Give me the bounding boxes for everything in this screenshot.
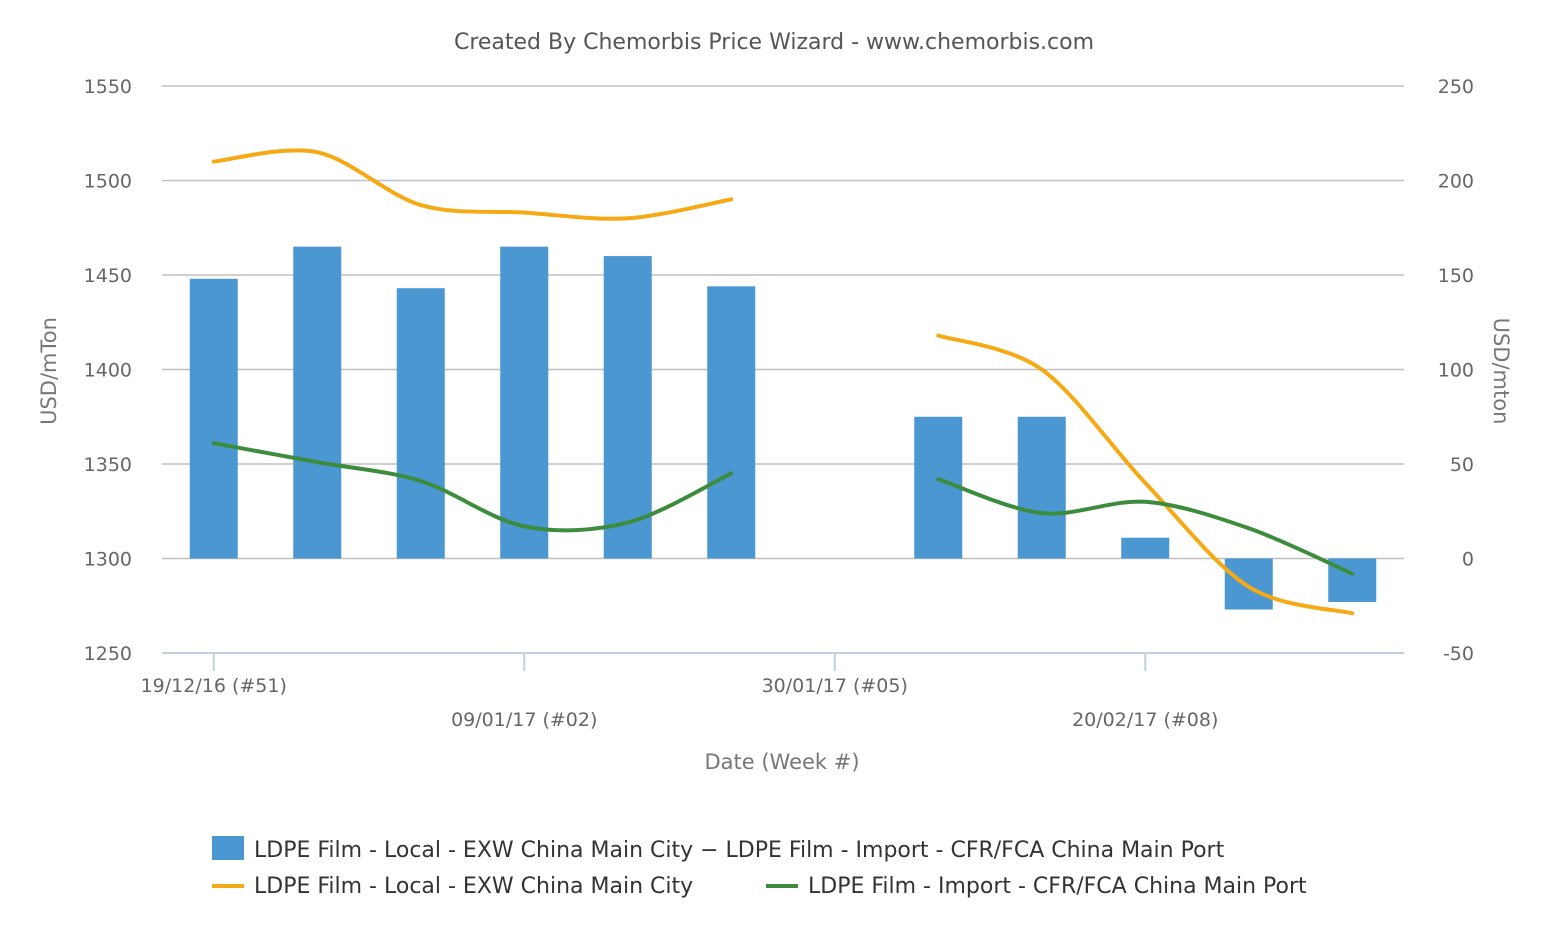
y-tick-right: 250 xyxy=(1438,76,1474,98)
series-line[interactable] xyxy=(211,148,734,221)
y-tick-left: 1500 xyxy=(84,171,132,193)
bar[interactable] xyxy=(396,288,445,559)
legend-label-local: LDPE Film - Local - EXW China Main City xyxy=(254,874,693,899)
legend-item-spread[interactable]: LDPE Film - Local - EXW China Main City … xyxy=(212,836,1225,863)
bar[interactable] xyxy=(189,278,238,559)
y-axis-right: 250 200 150 100 50 0 -50 xyxy=(1438,76,1474,665)
y-axis-right-title: USD/mton xyxy=(1489,318,1513,425)
y-tick-right: -50 xyxy=(1443,643,1474,665)
gridlines xyxy=(162,85,1404,560)
y-tick-right: 100 xyxy=(1438,360,1474,382)
y-tick-left: 1250 xyxy=(84,643,132,665)
legend-item-local[interactable]: LDPE Film - Local - EXW China Main City xyxy=(212,874,693,899)
series-line[interactable] xyxy=(211,441,734,533)
y-axis-left-title: USD/mTon xyxy=(37,317,61,425)
bar[interactable] xyxy=(707,286,756,559)
series-line[interactable] xyxy=(936,333,1355,616)
legend-swatch-bar xyxy=(212,836,244,860)
x-tick-label: 30/01/17 (#05) xyxy=(762,675,908,697)
bar[interactable] xyxy=(500,246,549,559)
y-tick-right: 150 xyxy=(1438,265,1474,287)
line-series xyxy=(211,148,1355,616)
bar[interactable] xyxy=(914,416,963,559)
y-tick-right: 0 xyxy=(1462,549,1474,571)
chart-title: Created By Chemorbis Price Wizard - www.… xyxy=(454,30,1094,55)
x-axis: 19/12/16 (#51) 09/01/17 (#02) 30/01/17 (#0… xyxy=(141,652,1404,731)
y-tick-left: 1300 xyxy=(84,549,132,571)
y-tick-left: 1550 xyxy=(84,76,132,98)
y-tick-right: 200 xyxy=(1438,171,1474,193)
bar[interactable] xyxy=(603,256,652,559)
legend-label-spread: LDPE Film - Local - EXW China Main City … xyxy=(254,838,1225,863)
legend-label-import: LDPE Film - Import - CFR/FCA China Main … xyxy=(808,874,1307,899)
bar-series xyxy=(189,246,1377,610)
y-tick-left: 1400 xyxy=(84,360,132,382)
x-tick-label: 20/02/17 (#08) xyxy=(1072,709,1218,731)
y-tick-right: 50 xyxy=(1450,454,1474,476)
x-axis-title: Date (Week #) xyxy=(704,750,859,774)
bar[interactable] xyxy=(293,246,342,559)
y-tick-left: 1450 xyxy=(84,265,132,287)
x-tick-label: 09/01/17 (#02) xyxy=(451,709,597,731)
series-line[interactable] xyxy=(936,477,1355,576)
bar[interactable] xyxy=(1224,558,1273,610)
y-axis-left: 1550 1500 1450 1400 1350 1300 1250 xyxy=(84,76,132,665)
x-tick-label: 19/12/16 (#51) xyxy=(141,675,287,697)
bar[interactable] xyxy=(1017,416,1066,559)
legend-item-import[interactable]: LDPE Film - Import - CFR/FCA China Main … xyxy=(766,874,1307,899)
legend: LDPE Film - Local - EXW China Main City … xyxy=(212,836,1307,899)
y-tick-left: 1350 xyxy=(84,454,132,476)
bar[interactable] xyxy=(1121,537,1170,559)
